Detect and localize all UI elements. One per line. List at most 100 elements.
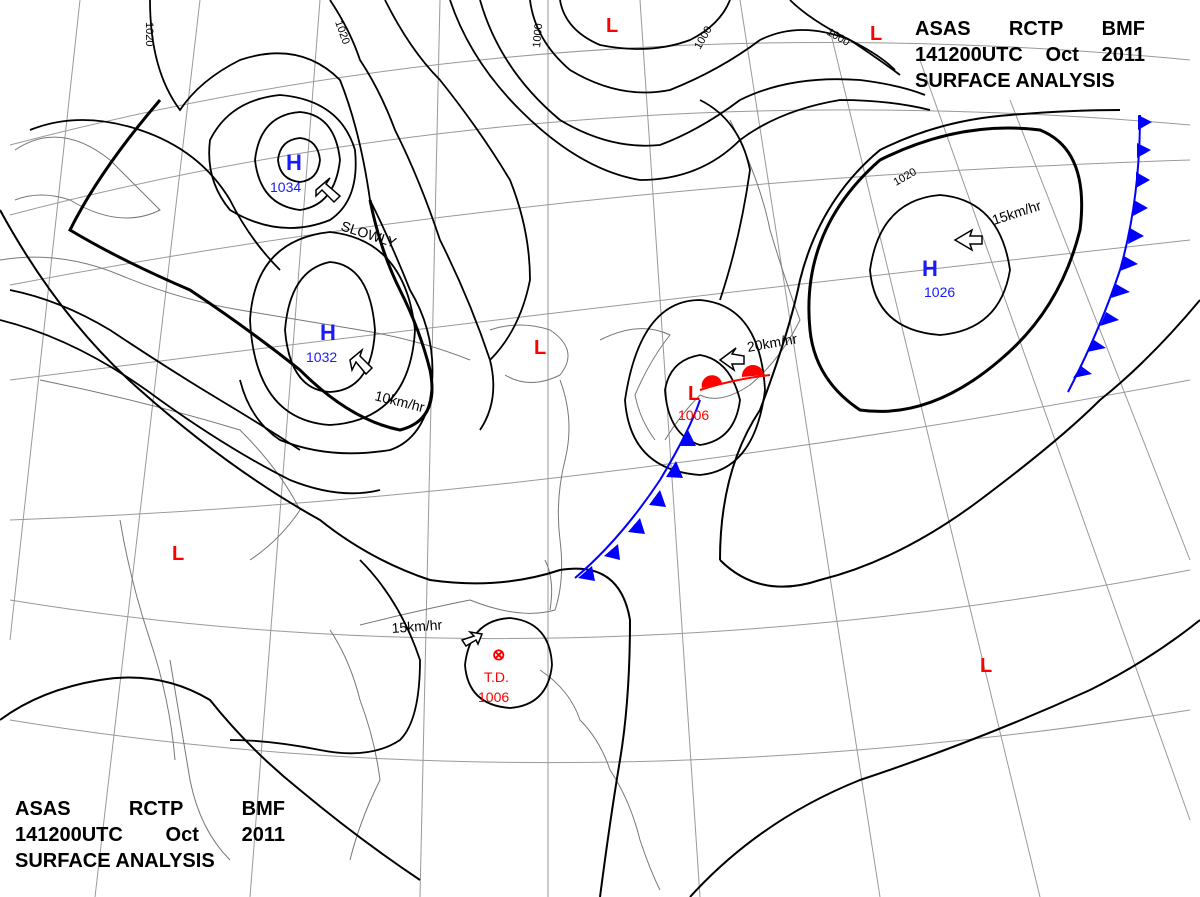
motion-label: 15km/hr <box>391 616 443 636</box>
isobar <box>719 109 1121 561</box>
motion-label: 20km/hr <box>746 330 799 355</box>
isobar-label: 1020 <box>892 166 919 189</box>
header-station: BMF <box>1101 18 1145 40</box>
warm-front-line <box>699 374 771 391</box>
isobar <box>208 94 357 229</box>
header-station: BMF <box>241 798 285 820</box>
coastline <box>169 659 231 861</box>
isobar <box>624 299 766 476</box>
header-title: SURFACE ANALYSIS <box>15 850 215 872</box>
isobar <box>479 0 926 147</box>
isobar <box>384 0 531 361</box>
isobar <box>664 354 741 446</box>
arrow-icon <box>460 630 484 648</box>
coastline <box>39 379 301 561</box>
coastline <box>544 559 553 611</box>
header-line-2: 141200UTC Oct 2011 <box>915 42 1145 68</box>
header-station: RCTP <box>1008 18 1064 40</box>
header-line-3: SURFACE ANALYSIS <box>915 68 1145 94</box>
header-line-1: ASAS RCTP BMF <box>15 796 285 822</box>
isobars-thick <box>68 99 1084 432</box>
high-symbol: H <box>922 256 938 281</box>
low-pressure: 1006 <box>678 407 709 423</box>
isobar <box>0 319 381 495</box>
header-line-2: 141200UTC Oct 2011 <box>15 822 285 848</box>
low-symbol: L <box>870 23 882 45</box>
high-symbol: H <box>320 320 336 345</box>
high-pressure: 1034 <box>270 179 301 195</box>
coastline <box>664 394 701 441</box>
isobar <box>284 261 376 393</box>
header-bottom-left: ASAS RCTP BMF 141200UTC Oct 2011 SURFACE… <box>15 796 285 874</box>
low-symbol: L <box>980 655 992 677</box>
isobar <box>277 137 321 183</box>
isobar <box>254 111 341 211</box>
header-time: 141200UTC <box>15 824 123 846</box>
tropical-depression: ⊗ T.D. 1006 <box>478 647 509 705</box>
low-symbol: L <box>534 337 546 359</box>
coastline <box>489 324 569 383</box>
isobar-label: 1020 <box>332 19 352 46</box>
coastline <box>14 136 161 219</box>
cold-front-teeth <box>578 115 1152 581</box>
header-station: ASAS <box>915 18 971 40</box>
header-year: 2011 <box>1101 44 1145 66</box>
coastline <box>539 669 661 891</box>
high-symbol: H <box>286 150 302 175</box>
cold-front-line <box>1067 114 1141 393</box>
isobar <box>449 0 931 181</box>
isobar-label: 1000 <box>825 26 852 49</box>
warm-front-bump <box>701 375 722 388</box>
header-month: Oct <box>165 824 199 846</box>
isobar-label: 1020 <box>143 22 155 46</box>
isobar <box>699 99 751 301</box>
coastline <box>359 379 570 626</box>
low-centers: L L L L L L 1006 <box>172 15 992 677</box>
header-station: RCTP <box>128 798 184 820</box>
coastline <box>599 328 671 441</box>
isobar-label: 1000 <box>531 23 545 48</box>
td-pressure: 1006 <box>478 689 509 705</box>
header-year: 2011 <box>241 824 285 846</box>
high-pressure: 1032 <box>306 349 337 365</box>
isobar <box>869 194 1011 336</box>
isobar <box>0 676 421 881</box>
high-pressure: 1026 <box>924 284 955 300</box>
arrow-icon <box>718 347 745 372</box>
header-top-right: ASAS RCTP BMF 141200UTC Oct 2011 SURFACE… <box>915 16 1145 94</box>
warm-front-bump <box>741 364 764 377</box>
motion-label: SLOWLY <box>339 218 399 251</box>
cold-front <box>574 114 1152 581</box>
warm-front <box>699 364 771 391</box>
header-station: ASAS <box>15 798 71 820</box>
header-line-3: SURFACE ANALYSIS <box>15 848 285 874</box>
isobar <box>689 619 1200 897</box>
isobar-label: 1000 <box>692 24 715 51</box>
isobar-labels: 1020 1020 1000 1000 1000 1020 <box>143 19 919 189</box>
arrow-icon <box>349 347 374 376</box>
low-symbol: L <box>606 15 618 37</box>
coastlines <box>0 119 801 891</box>
coastline <box>0 256 471 361</box>
graticule <box>9 0 1191 897</box>
isobar-thick <box>68 99 434 432</box>
low-symbol: L <box>688 383 700 405</box>
isobar <box>559 0 731 50</box>
arrow-icon <box>953 228 983 252</box>
coastline <box>699 119 801 399</box>
header-time: 141200UTC <box>915 44 1023 66</box>
cold-front-line <box>574 399 701 579</box>
td-symbol-icon: ⊗ <box>492 647 505 664</box>
isobar <box>789 0 896 71</box>
header-title: SURFACE ANALYSIS <box>915 70 1115 92</box>
isobar <box>29 119 281 271</box>
isobars-thin <box>0 0 1011 755</box>
arrow-icon <box>315 177 342 204</box>
motion-label: 15km/hr <box>990 197 1043 228</box>
motion-label: 10km/hr <box>373 387 426 415</box>
coastline <box>329 629 381 861</box>
coastline <box>119 519 176 761</box>
